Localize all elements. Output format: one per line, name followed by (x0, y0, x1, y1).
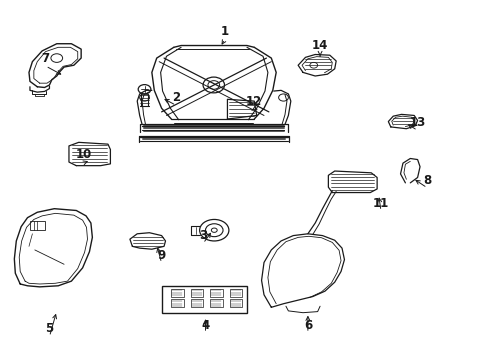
Bar (171, 289, 183, 297)
Bar (229, 289, 242, 297)
Text: 3: 3 (199, 229, 207, 242)
Text: 2: 2 (172, 91, 180, 104)
Text: 10: 10 (75, 148, 92, 161)
Bar (229, 300, 242, 307)
Text: 5: 5 (45, 322, 54, 335)
Text: 12: 12 (245, 95, 262, 108)
Bar (190, 289, 203, 297)
Bar (210, 289, 222, 297)
Bar (210, 300, 222, 307)
Text: 7: 7 (41, 51, 49, 64)
Text: 14: 14 (311, 39, 327, 52)
Bar (171, 300, 183, 307)
Text: 13: 13 (408, 116, 425, 129)
Text: 8: 8 (422, 174, 430, 186)
Text: 1: 1 (221, 25, 228, 38)
Bar (161, 286, 246, 313)
Bar (190, 300, 203, 307)
Bar (30, 221, 44, 230)
Text: 11: 11 (372, 197, 388, 210)
Text: 9: 9 (157, 249, 165, 262)
Text: 6: 6 (303, 319, 311, 332)
Text: 4: 4 (201, 319, 209, 332)
